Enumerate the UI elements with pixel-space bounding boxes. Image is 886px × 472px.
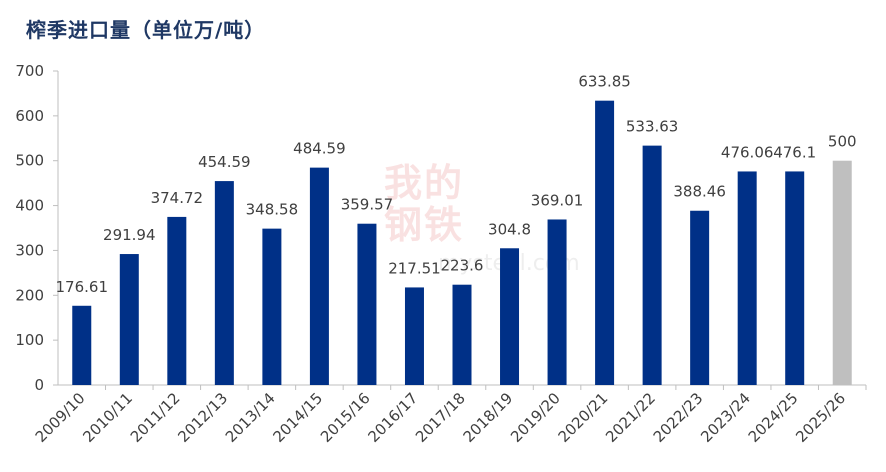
bar-2021-22 (642, 145, 662, 385)
data-label: 388.46 (673, 183, 726, 201)
x-tick-label: 2009/10 (32, 389, 89, 446)
y-tick-label: 0 (34, 376, 44, 394)
data-label: 217.51 (388, 259, 441, 277)
x-tick-label: 2013/14 (222, 389, 279, 446)
data-label: 369.01 (531, 191, 584, 209)
chart-title: 榨季进口量（单位万/吨） (26, 18, 266, 42)
data-label: 633.85 (578, 73, 631, 91)
y-tick-label: 100 (15, 331, 44, 349)
x-tick-label: 2025/26 (792, 389, 849, 446)
x-tick-label: 2016/17 (364, 389, 421, 446)
y-axis-ticks: 0 100 200 300 400 500 600 700 (15, 62, 58, 394)
data-labels: 176.61 291.94 374.72 454.59 348.58 484.59 359.… (56, 73, 857, 296)
bar-2018-19 (500, 248, 520, 385)
x-tick-label: 2021/22 (602, 389, 659, 446)
x-tick-label: 2015/16 (317, 389, 374, 446)
data-label: 500 (828, 133, 857, 151)
x-tick-label: 2022/23 (650, 389, 707, 446)
y-tick-label: 200 (15, 286, 44, 304)
bar-2013-14 (262, 228, 282, 385)
watermark-char: 的 (424, 161, 462, 205)
x-tick-label: 2017/18 (412, 389, 469, 446)
bar-2019-20 (547, 219, 567, 385)
bar-2020-21 (595, 100, 615, 385)
data-label: 533.63 (626, 118, 679, 136)
x-tick-label: 2023/24 (697, 389, 754, 446)
data-label: 348.58 (246, 201, 299, 219)
watermark-char: 我 (384, 161, 422, 205)
data-label: 304.8 (488, 220, 531, 238)
bar-2025-26 (832, 160, 852, 385)
x-tick-label: 2018/19 (460, 389, 517, 446)
x-tick-label: 2020/21 (555, 389, 612, 446)
data-label: 374.72 (151, 189, 204, 207)
y-tick-label: 400 (15, 197, 44, 215)
bar-2017-18 (452, 284, 472, 385)
x-tick-label: 2014/15 (269, 389, 326, 446)
data-label: 291.94 (103, 226, 156, 244)
x-tick-label: 2010/11 (79, 389, 136, 446)
bar-2016-17 (404, 287, 424, 385)
data-label: 223.6 (441, 257, 484, 275)
x-tick-label: 2012/13 (174, 389, 231, 446)
bar-2014-15 (309, 167, 329, 385)
x-tick-label: 2019/20 (507, 389, 564, 446)
x-tick-label: 2011/12 (127, 389, 184, 446)
bar-2011-12 (167, 216, 187, 385)
x-axis-ticks: 2009/102010/112011/122012/132013/142014/… (32, 385, 867, 446)
bar-2023-24 (737, 171, 757, 385)
bars (72, 100, 852, 385)
y-tick-label: 700 (15, 62, 44, 80)
y-tick-label: 500 (15, 152, 44, 170)
data-label: 454.59 (198, 153, 251, 171)
watermark-char: 钢 (384, 203, 422, 247)
bar-2015-16 (357, 223, 377, 385)
watermark-char: 铁 (424, 203, 462, 247)
bar-2009-10 (72, 305, 92, 385)
bar-2010-11 (119, 254, 139, 385)
y-tick-label: 300 (15, 241, 44, 259)
data-label: 484.59 (293, 140, 346, 158)
y-tick-label: 600 (15, 107, 44, 125)
data-label: 176.61 (56, 278, 109, 296)
bar-2022-23 (690, 210, 710, 385)
data-label: 359.57 (341, 196, 394, 214)
bar-2024-25 (785, 171, 805, 385)
x-tick-label: 2024/25 (745, 389, 802, 446)
bar-2012-13 (214, 181, 234, 385)
data-label: 476.1 (773, 143, 816, 161)
data-label: 476.06 (721, 143, 774, 161)
